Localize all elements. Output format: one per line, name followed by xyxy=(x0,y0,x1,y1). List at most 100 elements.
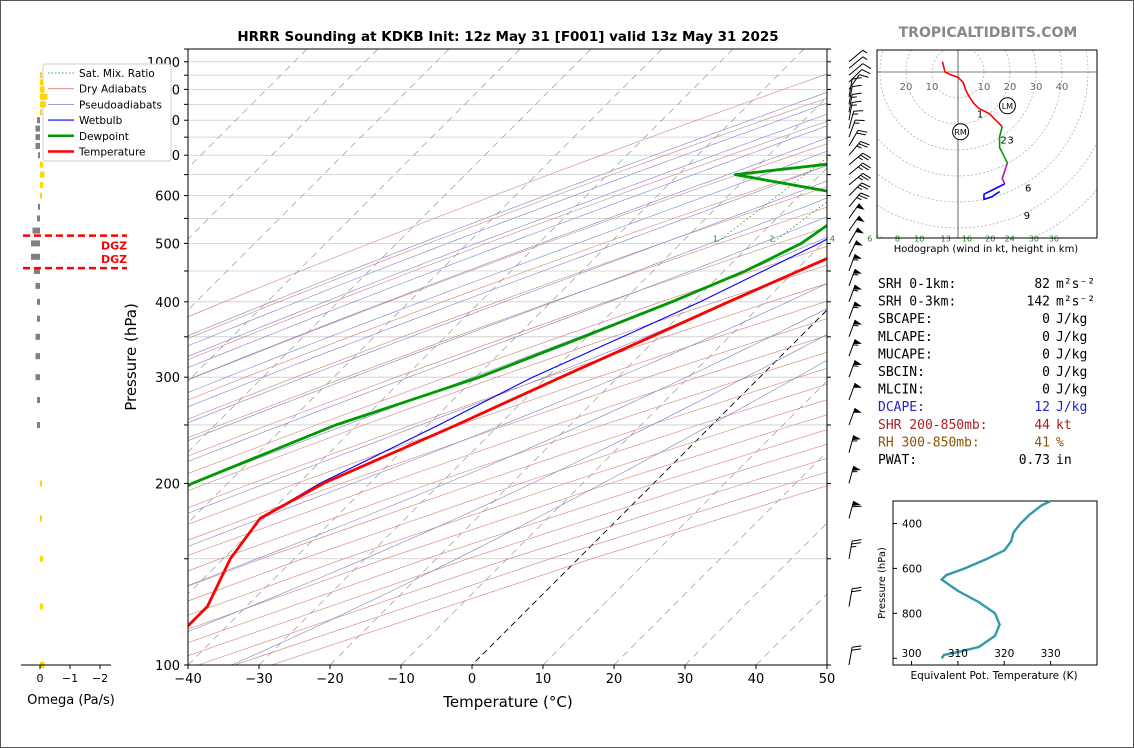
index-label: SBCAPE: xyxy=(878,312,933,327)
omega-bar xyxy=(37,215,40,222)
index-unit: J/kg xyxy=(1056,312,1087,327)
mixing-ratio-line xyxy=(967,49,1133,243)
y-tick-label: 200 xyxy=(155,477,180,492)
hodograph-height-label: 3 xyxy=(1007,136,1013,147)
hodograph-frame xyxy=(876,49,1098,239)
isotherm-line xyxy=(188,49,308,169)
legend-label: Wetbulb xyxy=(79,115,123,127)
omega-bar xyxy=(38,152,40,159)
index-value: 0 xyxy=(1042,383,1050,398)
hodograph-trace xyxy=(1001,162,1009,185)
dry-adiabat-line xyxy=(188,300,827,525)
mixing-ratio-label: 24 xyxy=(1005,234,1015,243)
index-unit: J/kg xyxy=(1056,400,1087,415)
pseudoadiabat-line xyxy=(188,283,827,547)
isotherm-line xyxy=(188,49,663,524)
index-label: MLCIN: xyxy=(878,383,925,398)
dry-adiabat-line xyxy=(188,383,827,602)
omega-bar xyxy=(40,109,42,116)
y-tick-label: 100 xyxy=(155,659,180,674)
dry-adiabat-line xyxy=(188,246,827,474)
dry-adiabat-line xyxy=(188,165,827,401)
legend-label: Pseudoadiabats xyxy=(79,99,162,111)
brand-logo: TROPICALTIDBITS.COM xyxy=(899,25,1078,41)
pseudoadiabat-line xyxy=(188,308,827,586)
index-value: 12 xyxy=(1034,400,1050,415)
x-tick-label: −20 xyxy=(316,672,343,687)
mixing-ratio-label: 30 xyxy=(1029,234,1039,243)
dgz-label: DGZ xyxy=(101,240,127,253)
hodograph-tick-label: 20 xyxy=(900,82,913,93)
wind-barb xyxy=(848,645,862,666)
theta-e-x-label: Equivalent Pot. Temperature (K) xyxy=(910,670,1077,682)
hodograph-tick-label: 10 xyxy=(926,82,939,93)
wind-barb xyxy=(848,172,872,186)
mixing-ratio-label: 2 xyxy=(769,234,774,243)
mixing-ratio-label: 8 xyxy=(895,234,900,243)
wind-barb xyxy=(848,253,862,272)
hodograph-tick-label: 30 xyxy=(1030,82,1043,93)
wind-barb xyxy=(848,84,862,105)
storm-motion-marker xyxy=(998,97,1016,115)
index-label: DCAPE: xyxy=(878,400,925,415)
omega-bar xyxy=(35,134,40,141)
index-unit: in xyxy=(1056,453,1072,468)
storm-motion-label: RM xyxy=(954,128,967,137)
index-unit: kt xyxy=(1056,418,1072,433)
x-axis-label: Temperature (°C) xyxy=(442,693,572,711)
wind-barb xyxy=(848,110,864,129)
legend-label: Sat. Mix. Ratio xyxy=(79,68,155,80)
index-value: 0 xyxy=(1042,312,1050,327)
storm-motion-label: LM xyxy=(1002,102,1013,111)
theta-e-trace xyxy=(939,499,1052,659)
isotherm-line xyxy=(188,49,805,665)
pseudoadiabat-line xyxy=(188,259,827,514)
wetbulb-trace xyxy=(188,238,827,626)
mixing-ratio-line xyxy=(832,49,1097,243)
legend-label: Temperature xyxy=(78,147,146,159)
omega-bar xyxy=(40,86,45,93)
omega-bar xyxy=(40,72,42,79)
index-value: 0 xyxy=(1042,330,1050,345)
omega-bar xyxy=(40,171,45,178)
wind-barb xyxy=(848,203,865,219)
mixing-ratio-label: 4 xyxy=(830,234,835,243)
wind-barb xyxy=(848,407,862,426)
temperature-trace xyxy=(188,257,827,628)
hodograph-height-label: 1 xyxy=(977,110,983,121)
omega-bar xyxy=(35,125,40,132)
y-tick-label: 600 xyxy=(155,190,180,205)
theta-e-x-tick-label: 330 xyxy=(1041,648,1061,660)
dry-adiabat-line xyxy=(188,97,827,339)
omega-bar xyxy=(40,161,43,168)
x-tick-label: −30 xyxy=(245,672,272,687)
mixing-ratio-label: 6 xyxy=(867,234,872,243)
mixing-ratio-label: 36 xyxy=(1049,234,1059,243)
pseudoadiabat-line xyxy=(188,180,827,424)
omega-bar xyxy=(37,298,40,305)
omega-bar xyxy=(35,282,40,289)
hodograph-trace xyxy=(983,183,1006,201)
mixing-ratio-line xyxy=(771,201,827,244)
omega-bar xyxy=(40,79,43,86)
theta-e-y-tick-label: 600 xyxy=(902,563,922,575)
wind-barb xyxy=(848,129,868,147)
pseudoadiabat-line xyxy=(188,150,827,393)
wind-barb xyxy=(848,301,862,319)
index-unit: J/kg xyxy=(1056,365,1087,380)
dgz-label: DGZ xyxy=(101,253,127,266)
index-label: PWAT: xyxy=(878,453,917,468)
index-unit: J/kg xyxy=(1056,383,1087,398)
legend: Sat. Mix. Ratio Dry Adiabats Pseudoadiabat… xyxy=(42,63,172,162)
index-value: 0.73 xyxy=(1019,453,1050,468)
chart-title: HRRR Sounding at KDKB Init: 12z May 31 [… xyxy=(237,29,778,45)
isotherm-line xyxy=(188,49,592,453)
omega-bar xyxy=(40,480,42,487)
pseudoadiabat-line xyxy=(188,197,827,442)
dry-adiabat-line xyxy=(188,318,827,541)
wind-barb xyxy=(848,192,870,208)
pseudoadiabat-line xyxy=(188,102,827,347)
omega-bar xyxy=(37,422,40,428)
